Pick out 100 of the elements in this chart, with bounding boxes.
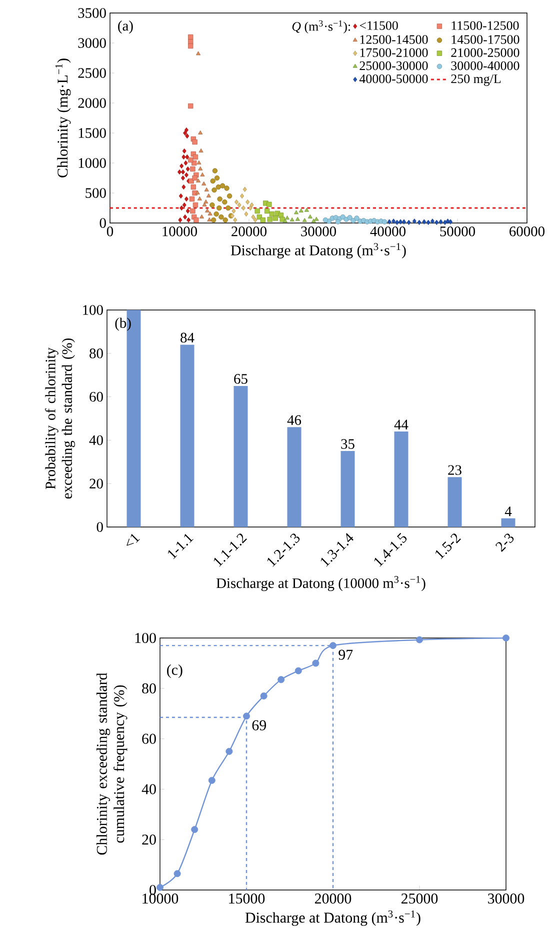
y-tick-label: 1500 <box>78 128 106 138</box>
y-axis-title: Chlorinity (mg·L$^{−1}$) <box>55 58 71 178</box>
x-tick-label: 30000 <box>488 894 524 904</box>
point <box>398 219 402 224</box>
point <box>282 218 288 223</box>
point <box>196 51 200 56</box>
point <box>232 208 236 214</box>
point <box>222 199 228 205</box>
point <box>178 217 182 223</box>
bar <box>501 518 516 527</box>
point <box>416 636 423 644</box>
point <box>253 217 258 223</box>
point <box>204 187 209 192</box>
legend-label: 40000-50000 <box>359 74 428 84</box>
point <box>226 748 233 755</box>
point <box>225 205 231 211</box>
point <box>335 219 340 224</box>
point <box>212 168 218 174</box>
bar <box>287 427 302 527</box>
point <box>188 103 194 109</box>
point <box>188 34 194 40</box>
point <box>406 220 411 225</box>
point <box>198 148 204 152</box>
point <box>209 202 215 208</box>
x-tick-label: 15000 <box>228 894 264 904</box>
point <box>196 178 200 182</box>
y-tick-label: 2000 <box>78 98 106 108</box>
x-tick-label: 20000 <box>231 226 266 236</box>
point <box>179 163 184 169</box>
y-tick-label: 40 <box>142 784 156 794</box>
point <box>311 218 316 223</box>
x-tick-label: 50000 <box>440 226 475 236</box>
point <box>188 39 194 44</box>
x-tick-label: 20000 <box>314 894 351 904</box>
point <box>234 199 238 205</box>
point <box>267 216 272 222</box>
x-tick-label: 60000 <box>509 226 544 236</box>
point <box>304 208 309 212</box>
point <box>190 184 196 190</box>
point <box>237 202 242 208</box>
y-tick-label: 0 <box>149 884 156 896</box>
x-tick-label: 2-3 <box>495 534 514 552</box>
point <box>426 220 430 225</box>
point <box>284 216 290 220</box>
legend-label: 21000-25000 <box>451 48 520 57</box>
point <box>190 208 196 214</box>
point <box>214 211 219 217</box>
point <box>184 127 188 133</box>
point <box>417 220 422 225</box>
point <box>186 217 190 223</box>
point <box>180 169 185 175</box>
legend-label: 14500-17500 <box>452 35 520 44</box>
x-axis-title: Discharge at Datong (m$^{3}$·s$^{−1}$) <box>245 910 420 926</box>
x-tick-label: 0 <box>106 226 113 236</box>
point <box>412 218 416 224</box>
point <box>192 154 198 160</box>
point <box>198 166 202 170</box>
y-tick-label: 80 <box>89 348 103 358</box>
point <box>217 196 222 202</box>
y-tick-label: 20 <box>90 478 103 488</box>
point <box>272 216 278 221</box>
x-tick-label: 40000 <box>370 226 406 236</box>
annotation: (c) <box>166 664 182 678</box>
point <box>250 202 254 208</box>
point <box>182 148 186 154</box>
point <box>248 205 252 211</box>
x-tick-label: 10000 <box>162 226 197 236</box>
point <box>192 175 198 181</box>
point <box>201 181 206 186</box>
data-label: 65 <box>234 374 248 384</box>
point <box>442 220 447 225</box>
point <box>208 776 216 784</box>
point <box>179 205 184 211</box>
point <box>184 160 188 166</box>
point <box>204 208 210 212</box>
point <box>278 212 284 218</box>
point <box>232 217 237 223</box>
point <box>200 172 205 176</box>
point <box>174 870 181 878</box>
x-tick-label: 30000 <box>300 226 336 236</box>
data-label: 4 <box>504 506 512 516</box>
bar <box>234 386 248 527</box>
legend-label: 30000-40000 <box>451 61 520 70</box>
point <box>422 219 426 224</box>
y-tick-label: 3000 <box>78 38 106 48</box>
y-tick-label: 0 <box>96 522 103 532</box>
point <box>184 154 189 160</box>
y-tick-label: 0 <box>100 218 106 228</box>
legend-label: <11500 <box>360 21 398 30</box>
point <box>294 210 298 214</box>
point <box>210 217 216 223</box>
point <box>189 196 194 202</box>
bar <box>394 432 408 527</box>
data-label: 23 <box>448 465 462 475</box>
point <box>502 634 510 642</box>
point <box>203 199 208 204</box>
y-tick-label: 1000 <box>78 158 106 168</box>
legend-label: 25000-30000 <box>360 61 428 70</box>
point <box>190 826 198 833</box>
point <box>434 220 438 225</box>
